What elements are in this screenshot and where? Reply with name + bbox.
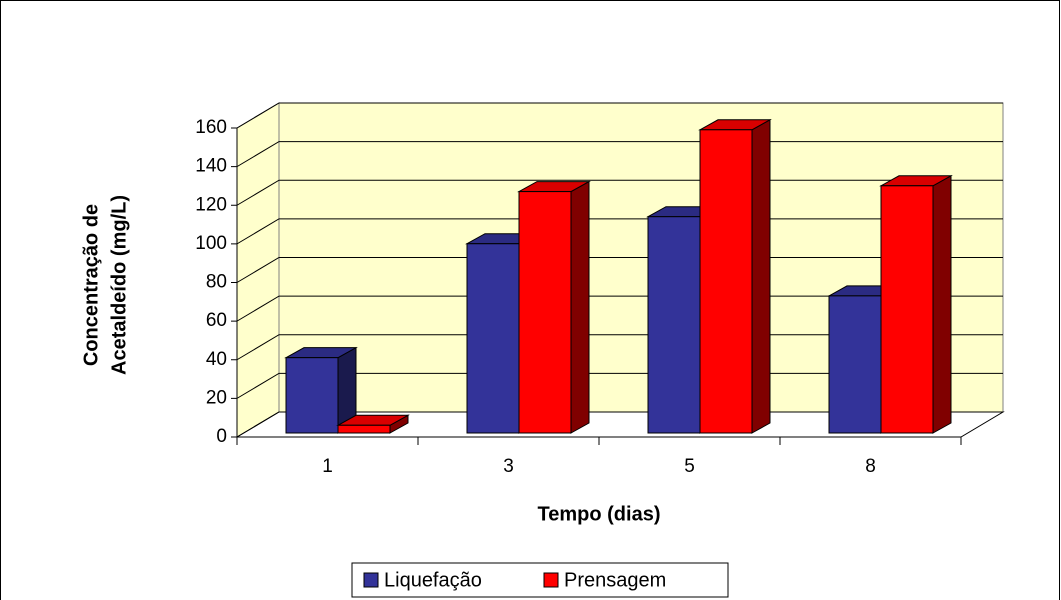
legend-box: [351, 562, 729, 598]
y-tick-label: 0: [216, 426, 227, 447]
y-tick-label: 60: [206, 310, 227, 331]
bar-side: [570, 180, 590, 434]
y-tick-label: 100: [195, 233, 227, 254]
legend: Liquefação Prensagem: [351, 562, 729, 598]
x-tick-label: 3: [503, 456, 514, 477]
bar-front: [699, 129, 753, 434]
x-tick-label: 1: [322, 456, 333, 477]
bar: [284, 346, 358, 434]
bar-front: [285, 357, 339, 434]
bar: [517, 180, 591, 434]
x-tick-label: 5: [684, 456, 695, 477]
y-tick-label: 120: [195, 194, 227, 215]
y-tick-label: 160: [195, 117, 227, 138]
y-axis-title: Concentração de: [80, 204, 102, 366]
bar-front: [828, 295, 882, 434]
bar-front: [880, 185, 934, 434]
grid-line: [236, 102, 1003, 129]
y-axis-title: Acetaldeído (mg/L): [108, 195, 130, 375]
bar-side: [932, 174, 952, 434]
bar-front: [337, 424, 391, 434]
bar: [698, 118, 772, 434]
y-tick-label: 80: [206, 272, 227, 293]
bar: [336, 414, 410, 434]
bar-side: [751, 118, 771, 434]
bar: [879, 174, 953, 434]
legend-label: Prensagem: [564, 569, 666, 591]
bar-front: [466, 243, 520, 434]
bar-front: [518, 191, 572, 434]
y-tick-label: 20: [206, 387, 227, 408]
x-axis-title: Tempo (dias): [538, 503, 661, 525]
bar-front: [647, 216, 701, 434]
y-tick-label: 40: [206, 349, 227, 370]
legend-swatch: [543, 572, 559, 588]
y-tick-label: 140: [195, 156, 227, 177]
x-tick-label: 8: [865, 456, 876, 477]
legend-label: Liquefação: [384, 569, 482, 591]
legend-swatch: [363, 572, 379, 588]
